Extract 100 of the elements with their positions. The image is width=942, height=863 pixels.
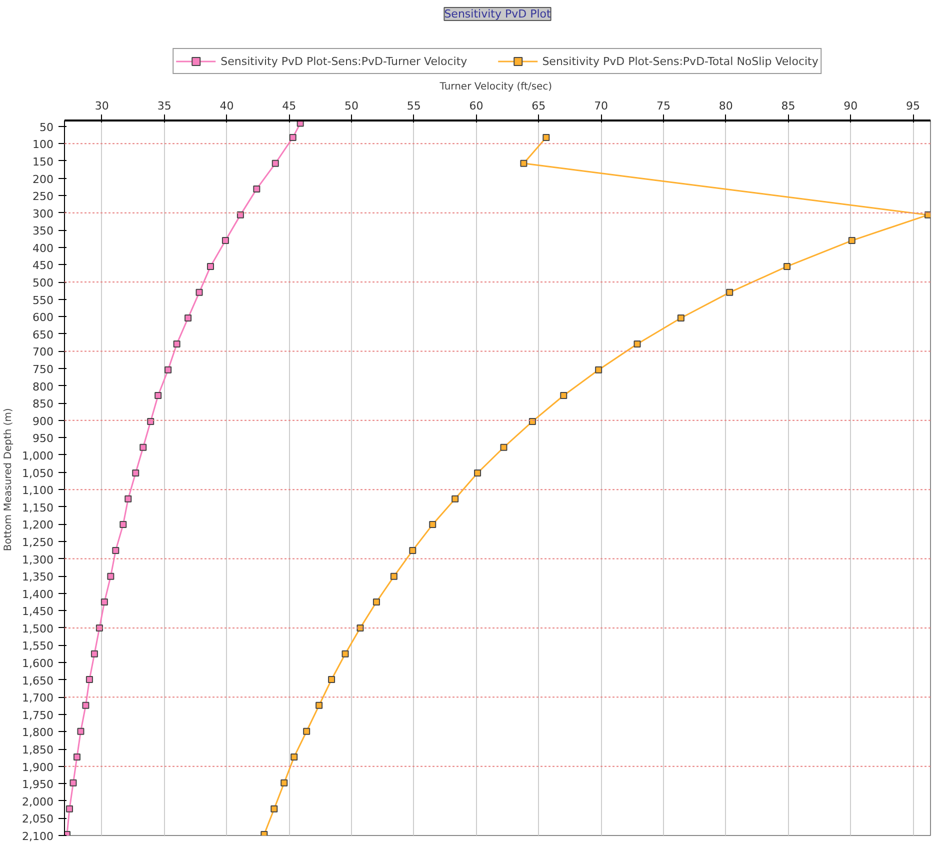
y-tick-label: 1,750 bbox=[22, 708, 54, 722]
point bbox=[124, 495, 132, 502]
point bbox=[222, 237, 229, 244]
y-axis-title: Bottom Measured Depth (m) bbox=[3, 408, 14, 552]
y-tick-label: 1,300 bbox=[22, 553, 54, 566]
x-tick-label: 95 bbox=[906, 100, 920, 112]
point bbox=[542, 134, 550, 141]
point bbox=[90, 650, 98, 658]
point bbox=[120, 521, 127, 528]
y-tick-label: 1,150 bbox=[22, 501, 54, 514]
y-tick-label: 1,100 bbox=[22, 484, 54, 498]
legend-label: Sensitivity PvD Plot-Sens:PvD-Total NoSlip Velocity bbox=[542, 54, 818, 68]
point bbox=[560, 392, 568, 399]
y-tick-label: 750 bbox=[32, 363, 54, 376]
y-tick-label: 400 bbox=[32, 242, 54, 255]
point bbox=[173, 340, 180, 348]
legend-label: Sensitivity PvD Plot-Sens:PvD-Turner Velocity bbox=[220, 54, 468, 68]
y-tick-label: 50 bbox=[40, 120, 54, 134]
y-tick-label: 1,650 bbox=[22, 674, 54, 688]
point bbox=[474, 469, 482, 476]
point bbox=[390, 572, 398, 580]
point bbox=[132, 469, 140, 476]
point bbox=[112, 546, 120, 554]
x-tick-label: 70 bbox=[594, 100, 608, 112]
x-tick-label: 65 bbox=[532, 100, 546, 112]
point bbox=[726, 288, 734, 296]
point bbox=[73, 753, 80, 760]
point bbox=[100, 598, 108, 606]
point bbox=[372, 598, 380, 606]
y-tick-label: 1,700 bbox=[22, 692, 54, 705]
point bbox=[409, 546, 416, 554]
x-tick-label: 90 bbox=[844, 100, 858, 112]
point bbox=[528, 418, 536, 425]
x-tick-label: 75 bbox=[656, 100, 670, 112]
point bbox=[270, 805, 278, 812]
x-tick-label: 40 bbox=[220, 100, 234, 112]
point bbox=[328, 676, 336, 683]
point bbox=[500, 444, 508, 451]
point bbox=[280, 779, 288, 786]
point bbox=[82, 702, 90, 709]
y-tick-label: 1,600 bbox=[22, 657, 54, 670]
y-tick-label: 1,000 bbox=[22, 449, 54, 462]
y-tick-label: 1,850 bbox=[22, 744, 54, 757]
y-tick-label: 700 bbox=[32, 346, 54, 359]
y-tick-label: 200 bbox=[32, 172, 54, 186]
point bbox=[140, 444, 147, 451]
point bbox=[154, 392, 162, 399]
point bbox=[164, 366, 172, 374]
y-tick-label: 2,100 bbox=[22, 830, 54, 843]
point bbox=[236, 211, 244, 218]
point bbox=[66, 805, 73, 812]
point bbox=[206, 262, 214, 270]
y-tick-label: 950 bbox=[32, 432, 54, 446]
point bbox=[595, 366, 602, 374]
y-tick-label: 1,250 bbox=[22, 536, 54, 549]
y-tick-label: 250 bbox=[32, 190, 54, 204]
point bbox=[253, 185, 260, 192]
point bbox=[290, 753, 298, 760]
point bbox=[70, 779, 77, 786]
y-tick-label: 2,050 bbox=[22, 812, 54, 826]
y-tick-label: 2,000 bbox=[22, 795, 54, 808]
y-tick-label: 650 bbox=[32, 328, 54, 342]
x-tick-label: 50 bbox=[344, 100, 359, 112]
y-tick-label: 1,900 bbox=[22, 760, 54, 774]
point bbox=[86, 676, 93, 683]
x-tick-label: 55 bbox=[406, 100, 421, 112]
y-tick-label: 1,350 bbox=[22, 570, 54, 584]
y-tick-label: 500 bbox=[32, 276, 54, 290]
y-tick-label: 900 bbox=[32, 414, 54, 428]
y-tick-label: 1,800 bbox=[22, 726, 54, 740]
point bbox=[272, 160, 279, 167]
point bbox=[184, 314, 192, 322]
x-tick-label: 45 bbox=[282, 100, 296, 112]
point bbox=[520, 160, 528, 167]
y-tick-label: 150 bbox=[32, 155, 54, 168]
point bbox=[429, 521, 436, 528]
point bbox=[77, 728, 84, 735]
point bbox=[303, 728, 310, 735]
y-tick-label: 1,950 bbox=[22, 778, 54, 792]
y-tick-label: 1,050 bbox=[22, 466, 54, 480]
y-tick-label: 1,400 bbox=[22, 588, 54, 601]
point bbox=[107, 572, 114, 580]
point bbox=[452, 495, 459, 502]
point bbox=[289, 134, 296, 141]
y-tick-label: 350 bbox=[32, 224, 54, 238]
y-tick-label: 100 bbox=[32, 138, 54, 152]
y-tick-label: 300 bbox=[32, 207, 54, 220]
point bbox=[634, 340, 641, 348]
point bbox=[848, 237, 856, 244]
y-tick-label: 450 bbox=[32, 259, 54, 272]
y-tick-label: 850 bbox=[32, 398, 54, 411]
point bbox=[147, 418, 154, 425]
x-tick-label: 60 bbox=[469, 100, 484, 112]
y-tick-label: 550 bbox=[32, 294, 54, 307]
y-tick-label: 1,200 bbox=[22, 518, 54, 532]
y-tick-label: 1,550 bbox=[22, 640, 54, 653]
y-tick-label: 1,500 bbox=[22, 622, 54, 636]
chart-title: Sensitivity PvD Plot bbox=[444, 8, 552, 20]
point bbox=[316, 702, 323, 709]
point bbox=[342, 650, 349, 658]
